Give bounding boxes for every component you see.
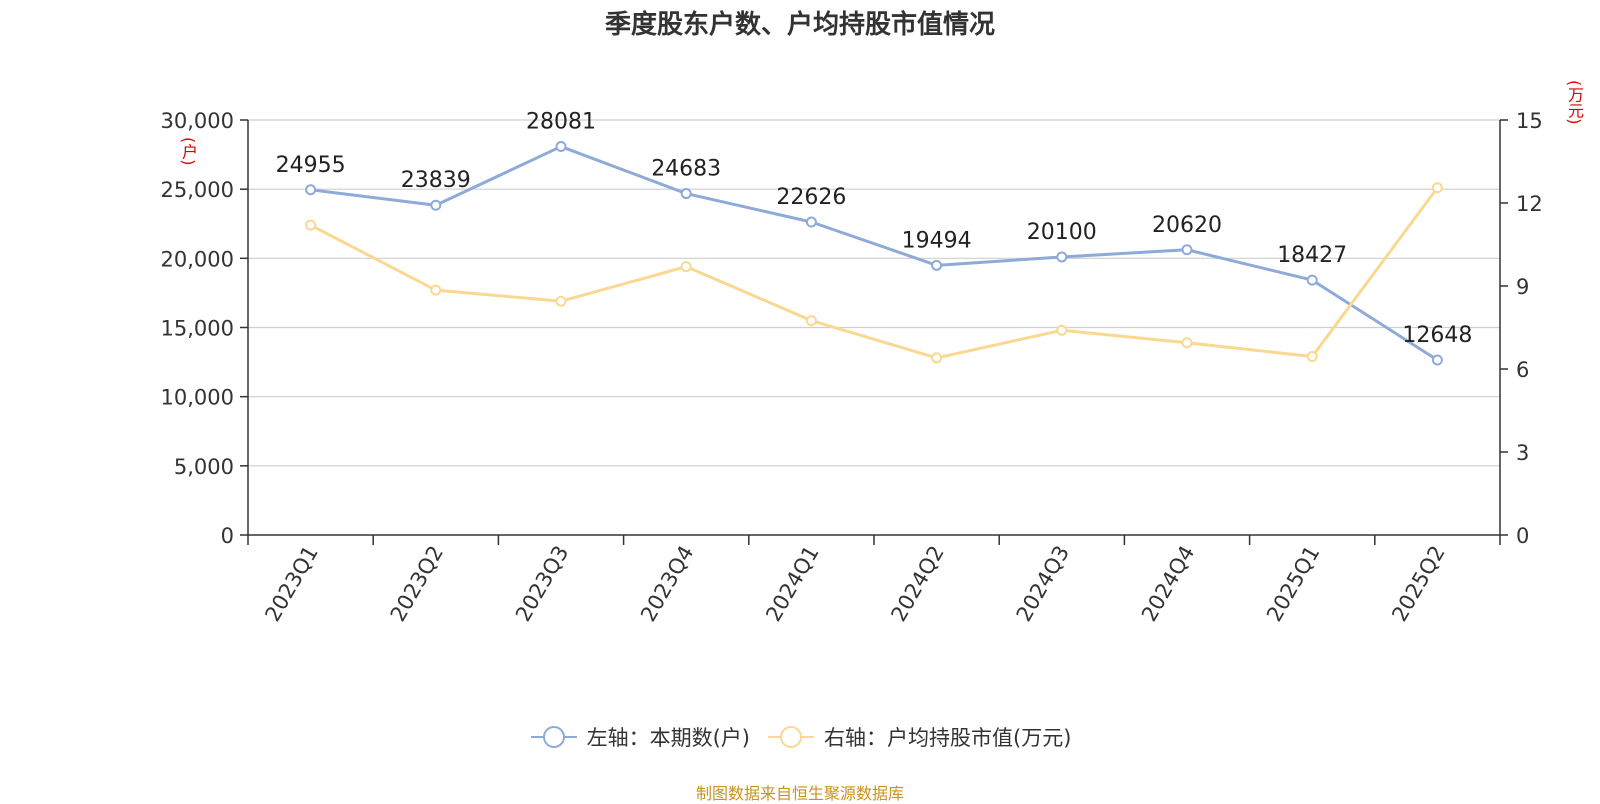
data-point-left — [1431, 354, 1443, 366]
data-point-left — [680, 188, 692, 200]
right-axis-tick-label: 0 — [1516, 524, 1529, 548]
data-point-right — [805, 315, 817, 327]
data-point-right — [1306, 351, 1318, 363]
data-point-right — [1431, 182, 1443, 194]
legend-label-left: 左轴：本期数(户) — [586, 726, 750, 750]
x-axis-tick-label: 2023Q2 — [386, 542, 448, 626]
series-line-left — [310, 145, 1439, 362]
legend-item-right[interactable]: 右轴：户均持股市值(万元) — [766, 722, 1071, 752]
legend-label-right: 右轴：户均持股市值(万元) — [824, 726, 1072, 750]
data-point-right — [931, 352, 943, 364]
data-label: 20100 — [1027, 220, 1097, 245]
left-axis-unit: (户) — [179, 137, 198, 166]
data-point-left — [1181, 244, 1193, 256]
legend-line-circle-icon — [530, 726, 577, 748]
x-axis-tick-label: 2024Q4 — [1137, 542, 1199, 626]
left-axis-tick-label: 10,000 — [161, 386, 234, 410]
data-label: 24683 — [651, 157, 721, 182]
right-axis-tick-label: 12 — [1516, 192, 1543, 216]
x-axis-tick-label: 2025Q1 — [1262, 542, 1324, 626]
legend-line-circle-icon — [768, 726, 814, 748]
left-axis-tick-label: 20,000 — [161, 247, 234, 271]
x-axis-tick-label: 2024Q3 — [1012, 542, 1074, 626]
data-label: 20620 — [1152, 213, 1222, 238]
data-point-left — [931, 259, 943, 271]
chart-legend: 左轴：本期数(户) 右轴：户均持股市值(万元) — [0, 722, 1600, 752]
data-point-right — [1056, 324, 1068, 336]
source-note: 制图数据来自恒生聚源数据库 — [695, 784, 904, 803]
right-axis-unit: (万元) — [1565, 80, 1584, 125]
data-label: 12648 — [1402, 323, 1472, 348]
right-axis-tick-label: 9 — [1516, 275, 1529, 299]
right-axis-tick-label: 6 — [1516, 358, 1529, 382]
line-chart: 0 5,000 10,000 15,000 20,000 25,000 30,000 0 3 6 9… — [161, 109, 1543, 626]
data-label: 23839 — [401, 168, 471, 193]
x-axis-tick-label: 2023Q1 — [260, 542, 322, 626]
chart-title: 季度股东户数、户均持股市值情况 — [604, 10, 995, 40]
data-point-right — [680, 261, 692, 273]
data-point-left — [805, 216, 817, 228]
data-label: 28081 — [526, 110, 596, 135]
left-axis-tick-label: 25,000 — [161, 178, 234, 202]
data-point-right — [305, 219, 317, 231]
x-axis-tick-label: 2025Q2 — [1387, 542, 1449, 626]
x-axis-tick-label: 2024Q2 — [886, 542, 948, 626]
data-label: 24955 — [276, 153, 346, 178]
data-point-right — [1181, 337, 1193, 349]
right-axis-tick-label: 15 — [1516, 109, 1543, 133]
data-point-right — [555, 295, 567, 307]
data-label: 19494 — [902, 228, 972, 253]
data-point-left — [555, 141, 567, 153]
legend-item-left[interactable]: 左轴：本期数(户) — [529, 722, 750, 752]
x-axis-tick-label: 2024Q1 — [761, 542, 823, 626]
series-line-right — [309, 186, 1439, 360]
data-point-left — [430, 199, 442, 211]
data-point-left — [1306, 274, 1318, 286]
data-point-left — [305, 184, 317, 196]
x-axis-tick-label: 2023Q4 — [636, 542, 698, 626]
left-axis-tick-label: 30,000 — [161, 109, 234, 133]
data-label: 22626 — [776, 185, 846, 210]
data-label: 18427 — [1277, 243, 1347, 268]
left-axis-tick-label: 15,000 — [161, 317, 234, 341]
x-axis-tick-label: 2023Q3 — [511, 542, 573, 626]
data-point-right — [430, 284, 442, 296]
left-axis-tick-label: 5,000 — [174, 455, 234, 479]
data-point-left — [1056, 251, 1068, 263]
left-axis-tick-label: 0 — [221, 524, 234, 548]
right-axis-tick-label: 3 — [1516, 441, 1529, 465]
